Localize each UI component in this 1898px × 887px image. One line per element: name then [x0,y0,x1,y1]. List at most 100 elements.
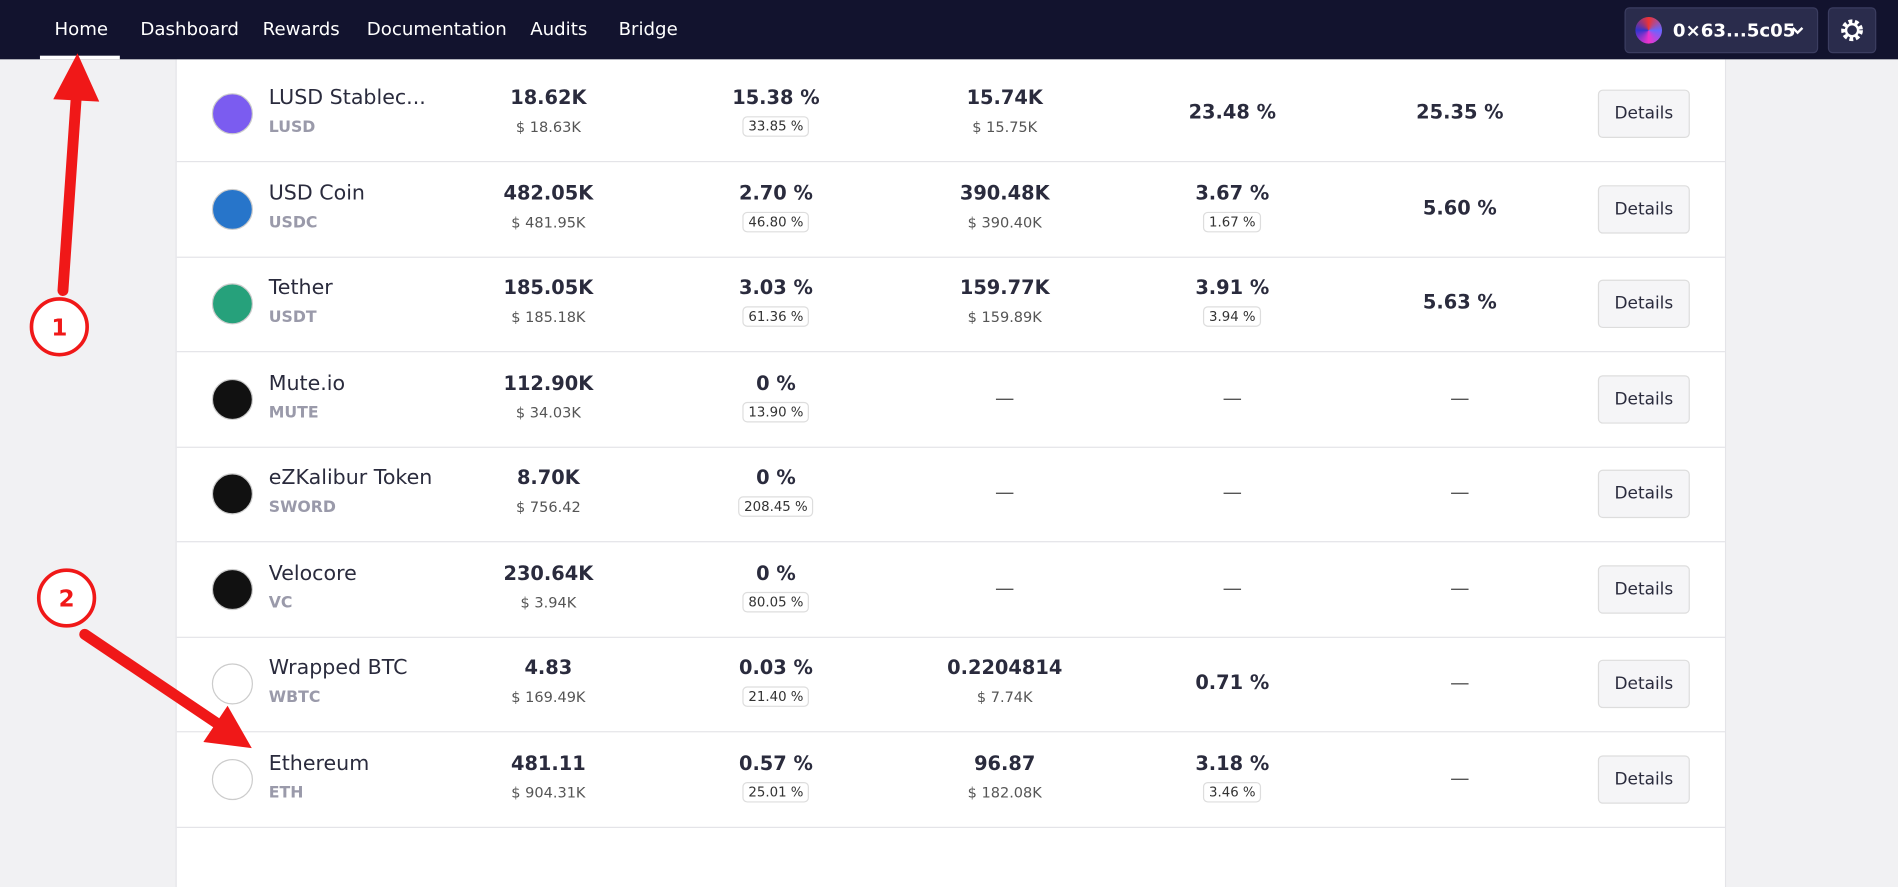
reward-badge: 25.01 % [742,781,810,802]
cell-usd: $ 185.18K [511,308,586,326]
cell-value: 18.62K [510,85,587,109]
token-icon [211,283,253,325]
cell-value: 3.03 % [738,275,813,299]
token-icon [211,663,253,705]
token-icon [211,378,253,420]
cell-usd: $ 390.40K [967,213,1042,231]
table-row: Wrapped BTC WBTC 4.83 $ 169.49K 0.03 % 21.40 … [176,637,1725,733]
nav-link[interactable]: Audits [530,18,588,40]
cell-value: — [995,480,1015,504]
reward-badge: 80.05 % [742,591,810,612]
nav-link[interactable]: Home [54,18,109,40]
token-icon [211,568,253,610]
reward-badge: 46.80 % [742,211,810,232]
settings-button[interactable] [1827,7,1877,54]
cell-value: 3.18 % [1195,751,1270,775]
chevron [1791,26,1804,35]
cell-usd: $ 756.42 [516,498,581,516]
cell-value: 390.48K [959,180,1050,204]
nav-link[interactable]: Dashboard [140,18,239,40]
cell-value: 112.90K [503,371,594,395]
cell-value: 230.64K [503,561,594,585]
cell-value: 0 % [756,561,796,585]
token-icon [211,93,253,135]
reward-badge: 3.46 % [1202,781,1262,802]
active-underline [39,55,120,60]
cell-value: 0 % [756,466,796,490]
cell-value: — [1222,575,1242,599]
top-nav: 0×63...5c05 Home Dashboard Rewards Document… [0,0,1898,60]
cell-value: 15.38 % [732,85,820,109]
cell-usd: $ 169.49K [511,688,586,706]
reward-badge: 1.67 % [1202,211,1262,232]
token-name: Wrapped BTC [268,656,408,681]
cell-value: 8.70K [516,466,580,490]
reward-badge: 208.45 % [738,496,814,517]
token-symbol: WBTC [268,688,321,707]
cell-usd: $ 481.95K [511,213,586,231]
details-button[interactable]: Details [1597,564,1690,614]
cell-value: 3.91 % [1195,275,1270,299]
wallet-button[interactable]: 0×63...5c05 [1624,7,1819,54]
token-name: LUSD Stablec... [268,85,426,111]
cell-value: 4.83 [524,656,573,680]
cell-value: 23.48 % [1188,100,1276,124]
table-row: USD Coin USDC 482.05K $ 481.95K 2.70 % 46.80 … [176,162,1725,258]
cell-usd: $ 3.94K [520,593,577,611]
details-button[interactable]: Details [1597,374,1690,424]
token-symbol: USDC [268,213,318,232]
annotation-label: 1 [51,315,67,341]
token-symbol: LUSD [268,118,316,137]
details-button[interactable]: Details [1597,184,1690,234]
reward-badge: 3.94 % [1202,306,1262,327]
nav-link[interactable]: Documentation [366,18,507,40]
cell-value: 0 % [756,371,796,395]
token-symbol: ETH [268,783,304,802]
details-button[interactable]: Details [1597,469,1690,519]
cell-value: — [1222,385,1242,409]
cell-usd: $ 34.03K [515,403,581,421]
nav-link[interactable]: Bridge [618,18,678,40]
token-icon [211,188,253,230]
nav-link[interactable]: Rewards [262,18,340,40]
token-name: Tether [268,275,333,301]
cell-value: 481.11 [510,751,586,775]
details-button[interactable]: Details [1597,279,1690,329]
cell-value: — [1450,765,1470,789]
cell-value: 2.70 % [738,180,813,204]
annotation-label: 2 [59,586,75,612]
cell-value: — [1450,575,1470,599]
cell-value: 0.2204814 [947,656,1063,680]
cell-usd: $ 182.08K [967,783,1042,801]
cell-value: 159.77K [959,275,1050,299]
wallet-avatar [1635,16,1663,44]
reward-badge: 21.40 % [742,686,810,707]
cell-value: 3.67 % [1195,180,1270,204]
cell-usd: $ 18.63K [515,118,581,136]
details-button[interactable]: Details [1597,89,1690,138]
reward-badge: 33.85 % [742,116,810,137]
token-name: eZKalibur Token [268,466,433,491]
cell-value: 185.05K [503,275,594,299]
cell-value: — [995,575,1015,599]
token-icon [211,473,253,515]
token-symbol: USDT [268,308,317,327]
cell-value: 15.74K [966,85,1043,109]
cell-value: 96.87 [974,751,1036,775]
token-symbol: MUTE [268,403,319,422]
cell-value: 5.60 % [1422,195,1497,219]
details-button[interactable]: Details [1597,659,1690,709]
cell-usd: $ 159.89K [967,308,1042,326]
token-name: Velocore [268,561,357,586]
cell-value: 25.35 % [1416,100,1504,124]
details-button[interactable]: Details [1597,754,1690,804]
reward-badge: 61.36 % [742,306,810,327]
cell-usd: $ 7.74K [976,688,1033,706]
token-name: USD Coin [268,180,365,206]
token-symbol: SWORD [268,498,336,517]
cell-value: 482.05K [503,180,594,204]
cell-value: 0.03 % [738,656,813,680]
